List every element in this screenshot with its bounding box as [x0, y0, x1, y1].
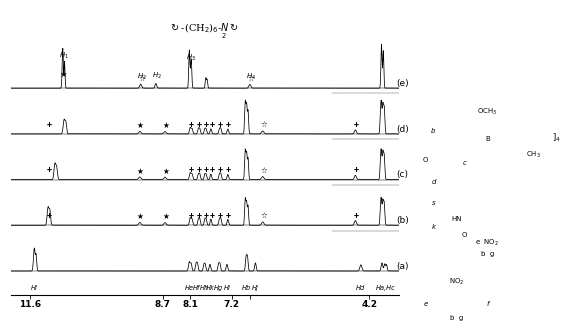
Text: +: +: [47, 165, 51, 174]
Text: O: O: [423, 156, 429, 162]
Text: ★: ★: [60, 70, 67, 79]
Text: ]$_4$: ]$_4$: [552, 132, 561, 144]
Text: Hj: Hj: [252, 285, 259, 291]
Text: +: +: [209, 120, 214, 129]
Text: d: d: [431, 179, 435, 185]
Text: OCH$_3$: OCH$_3$: [477, 107, 498, 117]
Text: +: +: [47, 211, 51, 220]
Text: +: +: [197, 211, 202, 220]
Text: (b): (b): [396, 216, 409, 225]
Text: $H_1$: $H_1$: [59, 50, 69, 61]
Text: +: +: [354, 211, 359, 220]
Text: ★: ★: [136, 166, 143, 176]
Text: ☆: ☆: [260, 212, 267, 221]
Text: (c): (c): [396, 170, 408, 179]
Text: ☆: ☆: [260, 121, 267, 130]
Text: +: +: [203, 120, 209, 129]
Text: +: +: [354, 120, 359, 129]
Text: Hk: Hk: [206, 285, 214, 291]
Text: +: +: [354, 165, 359, 174]
Text: Hd: Hd: [356, 285, 365, 291]
Text: b: b: [431, 128, 435, 134]
Text: ★: ★: [162, 212, 169, 221]
Text: s: s: [431, 200, 435, 206]
Text: +: +: [226, 211, 231, 220]
Text: +: +: [203, 211, 209, 220]
Text: CH$_3$: CH$_3$: [526, 150, 541, 160]
Text: +: +: [189, 165, 194, 174]
Text: +: +: [226, 165, 231, 174]
Text: +: +: [189, 120, 194, 129]
Text: ☆: ☆: [247, 74, 254, 83]
Text: ☆: ☆: [260, 166, 267, 176]
Text: B: B: [485, 136, 490, 142]
Text: NO$_2$: NO$_2$: [449, 276, 465, 287]
Text: (e): (e): [396, 79, 409, 88]
Text: ★: ★: [162, 121, 169, 130]
Text: +: +: [203, 165, 209, 174]
Text: $H_2$: $H_2$: [152, 71, 162, 81]
Text: +: +: [218, 165, 223, 174]
Text: Hf: Hf: [193, 285, 200, 291]
Text: ★: ★: [162, 166, 169, 176]
Text: e: e: [424, 300, 428, 307]
Text: He: He: [185, 285, 194, 291]
Text: ☆: ☆: [139, 74, 145, 83]
Text: (a): (a): [396, 262, 408, 271]
Text: c: c: [462, 160, 466, 166]
Text: $H_4$: $H_4$: [246, 72, 256, 82]
Text: Ha,Hc: Ha,Hc: [376, 285, 395, 291]
Text: k: k: [431, 224, 435, 230]
Text: +: +: [197, 165, 202, 174]
Text: +: +: [189, 211, 194, 220]
Text: ★: ★: [136, 121, 143, 130]
Text: Hg: Hg: [214, 285, 223, 291]
Text: f: f: [486, 300, 488, 307]
Text: e  NO$_2$: e NO$_2$: [475, 238, 499, 249]
Text: Hb: Hb: [242, 285, 251, 291]
Text: HN: HN: [451, 216, 462, 222]
Text: (d): (d): [396, 125, 409, 134]
Text: +: +: [218, 120, 223, 129]
Text: +: +: [226, 120, 231, 129]
Text: $H_2$: $H_2$: [137, 71, 146, 82]
Text: +: +: [197, 120, 202, 129]
Text: +: +: [209, 211, 214, 220]
Text: Hi: Hi: [31, 285, 38, 291]
Text: O: O: [462, 232, 467, 238]
Text: Hh: Hh: [200, 285, 209, 291]
Text: +: +: [47, 120, 51, 129]
Text: $\circlearrowright$-(CH$_2$)$_6$-$\underset{2}{N}\circlearrowright$: $\circlearrowright$-(CH$_2$)$_6$-$\under…: [169, 21, 239, 41]
Text: $H_3$: $H_3$: [186, 53, 196, 63]
Text: +: +: [218, 211, 223, 220]
Text: +: +: [209, 165, 214, 174]
Text: b  g: b g: [481, 252, 494, 258]
Text: ★: ★: [136, 212, 143, 221]
Text: Hi: Hi: [223, 285, 230, 291]
Text: b  g: b g: [450, 315, 463, 321]
